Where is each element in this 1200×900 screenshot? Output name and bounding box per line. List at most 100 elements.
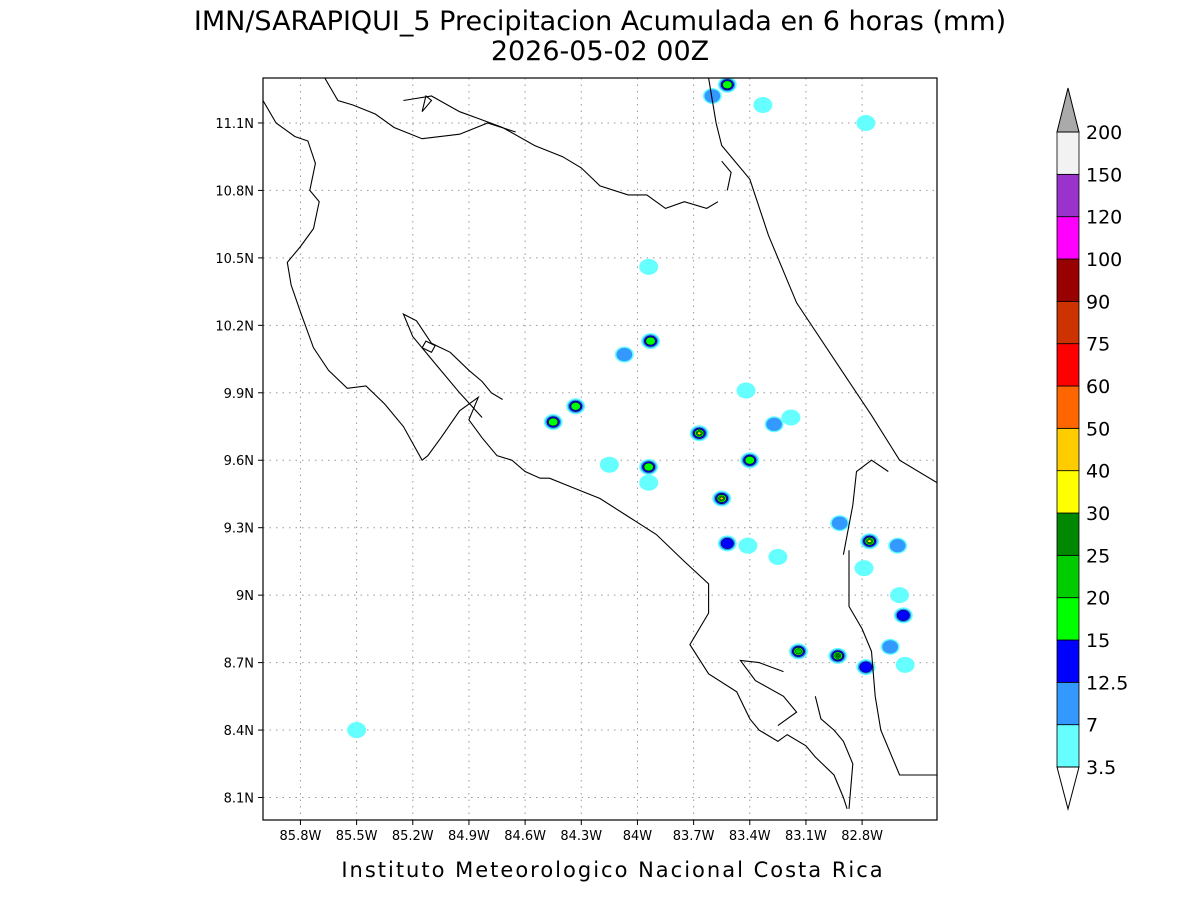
lon-tick-label: 84.9W (448, 829, 490, 844)
lat-tick-label: 9N (236, 589, 254, 604)
rain-cell (781, 409, 801, 426)
rain-contour (643, 462, 654, 472)
rain-cell (543, 414, 563, 431)
footer-credit: Instituto Meteorologico Nacional Costa R… (341, 858, 884, 882)
colorbar-label: 150 (1086, 164, 1122, 186)
colorbar-label: 200 (1086, 122, 1122, 144)
rain-cell (888, 537, 908, 554)
rain-cell (768, 548, 788, 565)
rain-contour (766, 417, 783, 431)
rain-contour (639, 258, 659, 275)
colorbar-label: 15 (1086, 630, 1110, 652)
lon-tick-label: 84.3W (560, 829, 602, 844)
lon-axis: 85.8W 85.5W 85.2W 84.9W 84.6W 84.3W 84W 83.7W 83… (280, 820, 883, 844)
colorbar-swatch (1056, 681, 1080, 726)
map-subtitle: 2026-05-02 00Z (491, 36, 709, 67)
coastline-segment (842, 459, 889, 555)
colorbar-swatch (1056, 554, 1080, 599)
rain-contour (882, 640, 899, 654)
rain-contour (697, 431, 702, 435)
colorbar-label: 75 (1086, 334, 1110, 356)
lat-tick-label: 10.8N (215, 184, 254, 199)
lat-tick-label: 10.2N (215, 319, 254, 334)
rain-cell (702, 87, 722, 104)
lon-tick-label: 85.2W (392, 829, 434, 844)
coastline-segment (403, 95, 719, 210)
rain-contour (859, 661, 873, 673)
lat-tick-label: 9.3N (224, 522, 254, 537)
rain-contour (781, 409, 801, 426)
colorbar-swatch (1056, 258, 1080, 302)
rain-cell (717, 535, 737, 552)
colorbar-label: 60 (1086, 376, 1110, 398)
coastline-segment (324, 78, 516, 140)
lat-tick-label: 9.9N (224, 387, 254, 402)
colorbar-swatch (1056, 597, 1080, 641)
rain-contour (639, 474, 659, 491)
lat-axis: 11.1N 10.8N 10.5N 10.2N 9.9N 9.6N 9.3N 9N 8.7N 8.… (215, 117, 263, 807)
colorbar-swatch (1056, 427, 1080, 472)
rain-contour (722, 80, 733, 89)
colorbar-label: 25 (1086, 545, 1110, 567)
colorbar-swatch (1056, 300, 1080, 345)
rain-contour (616, 347, 633, 362)
rain-cell (860, 533, 880, 550)
colorbar-swatch (1056, 173, 1080, 218)
map-background (263, 78, 937, 820)
map-area: 85.8W 85.5W 85.2W 84.9W 84.6W 84.3W 84W 83.7W 83… (215, 77, 938, 844)
rain-cell (788, 643, 808, 660)
coastline-segment (708, 78, 937, 484)
rain-contour (738, 537, 758, 554)
rain-cell (566, 398, 586, 415)
rain-contour (795, 648, 802, 655)
rain-contour (704, 89, 721, 103)
coastline-segment (848, 550, 937, 776)
rain-contour (736, 382, 756, 399)
rain-contour (645, 336, 656, 346)
rain-cell (856, 659, 876, 676)
rain-contour (719, 496, 724, 501)
rain-cell (347, 722, 367, 739)
rain-cell (828, 647, 848, 664)
rain-contour (768, 548, 788, 565)
colorbar-label: 3.5 (1086, 757, 1116, 779)
rain-contour (753, 96, 773, 113)
rain-cell (830, 515, 850, 532)
rain-cell (895, 656, 915, 673)
precip-field (347, 78, 915, 739)
rain-cell (740, 452, 760, 469)
rain-contour (895, 656, 915, 673)
rain-contour (347, 722, 367, 739)
colorbar-swatch (1056, 512, 1080, 556)
rain-cell (764, 416, 784, 433)
coastline-segment (814, 696, 854, 809)
rain-cell (893, 607, 913, 624)
colorbar-label: 100 (1086, 249, 1122, 271)
colorbar: 3.5 7 12.5 15 20 25 30 40 50 60 75 90 100 120 150 200 (1056, 87, 1128, 811)
colorbar-label: 50 (1086, 418, 1110, 440)
rain-cell (736, 382, 756, 399)
rain-contour (854, 560, 874, 577)
colorbar-swatch (1056, 131, 1080, 175)
rain-cell (854, 560, 874, 577)
rain-contour (831, 516, 848, 530)
coastline-segment (402, 312, 503, 418)
rain-cell (689, 425, 709, 442)
colorbar-label: 7 (1086, 715, 1098, 737)
coastline-segment (421, 95, 433, 113)
colorbar-swatch (1056, 216, 1080, 260)
rain-cell (641, 333, 661, 350)
lat-tick-label: 8.7N (224, 657, 254, 672)
coastline-segment (721, 160, 732, 191)
lon-tick-label: 84.6W (504, 829, 546, 844)
colorbar-under-arrow (1056, 766, 1080, 811)
colorbar-label: 20 (1086, 588, 1110, 610)
colorbar-label: 40 (1086, 461, 1110, 483)
rain-cell (890, 587, 910, 604)
lat-tick-label: 11.1N (215, 117, 254, 132)
rain-contour (890, 587, 910, 604)
colorbar-label: 120 (1086, 207, 1122, 229)
colorbar-label: 30 (1086, 503, 1110, 525)
colorbar-label: 12.5 (1086, 672, 1128, 694)
rain-cell (856, 114, 876, 131)
